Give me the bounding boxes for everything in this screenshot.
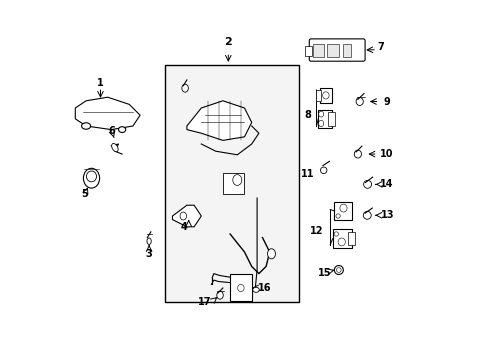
Polygon shape <box>75 97 140 130</box>
Text: 17: 17 <box>198 297 211 307</box>
Ellipse shape <box>337 238 345 246</box>
Ellipse shape <box>336 268 341 273</box>
Bar <box>304 46 311 56</box>
Text: 12: 12 <box>309 226 323 236</box>
Ellipse shape <box>81 123 90 129</box>
Ellipse shape <box>333 232 338 236</box>
Text: 8: 8 <box>304 110 310 120</box>
Text: 5: 5 <box>81 189 87 199</box>
Ellipse shape <box>83 168 100 188</box>
Text: 10: 10 <box>379 149 392 159</box>
Bar <box>332 229 352 248</box>
Bar <box>223 173 244 194</box>
Ellipse shape <box>86 171 96 182</box>
Ellipse shape <box>111 144 118 152</box>
Text: 4: 4 <box>180 222 186 232</box>
Bar <box>230 274 251 301</box>
Ellipse shape <box>363 211 370 219</box>
Bar <box>328 112 334 126</box>
Bar <box>347 232 354 245</box>
Polygon shape <box>186 101 251 140</box>
Ellipse shape <box>237 284 244 292</box>
Ellipse shape <box>252 287 259 292</box>
Ellipse shape <box>335 214 340 218</box>
Bar <box>165 65 298 302</box>
Bar <box>318 110 331 128</box>
Ellipse shape <box>355 98 363 105</box>
Text: 3: 3 <box>145 249 152 259</box>
Text: 16: 16 <box>258 283 271 293</box>
Bar <box>326 44 338 57</box>
Bar <box>334 202 352 220</box>
Text: 1: 1 <box>97 78 103 88</box>
Ellipse shape <box>267 249 275 259</box>
Ellipse shape <box>320 167 326 174</box>
Text: 13: 13 <box>380 210 393 220</box>
FancyBboxPatch shape <box>309 39 365 61</box>
Text: 7: 7 <box>377 42 384 52</box>
Polygon shape <box>172 205 201 227</box>
Bar <box>312 44 324 57</box>
Ellipse shape <box>182 84 188 92</box>
Ellipse shape <box>322 92 328 99</box>
Ellipse shape <box>363 180 371 188</box>
Text: 14: 14 <box>379 179 392 189</box>
Ellipse shape <box>146 238 151 244</box>
Bar <box>320 88 331 103</box>
Ellipse shape <box>318 111 323 117</box>
Text: 2: 2 <box>224 37 232 47</box>
Text: 6: 6 <box>108 126 115 136</box>
Ellipse shape <box>118 127 125 132</box>
Ellipse shape <box>232 175 241 185</box>
Bar <box>342 44 350 57</box>
Ellipse shape <box>339 204 346 212</box>
Text: 9: 9 <box>382 96 389 107</box>
Ellipse shape <box>318 120 323 127</box>
Text: 11: 11 <box>300 168 313 179</box>
Ellipse shape <box>354 150 361 158</box>
Bar <box>316 90 320 101</box>
Ellipse shape <box>180 212 186 220</box>
Text: 15: 15 <box>318 268 331 278</box>
Ellipse shape <box>216 291 223 299</box>
Ellipse shape <box>334 266 343 275</box>
